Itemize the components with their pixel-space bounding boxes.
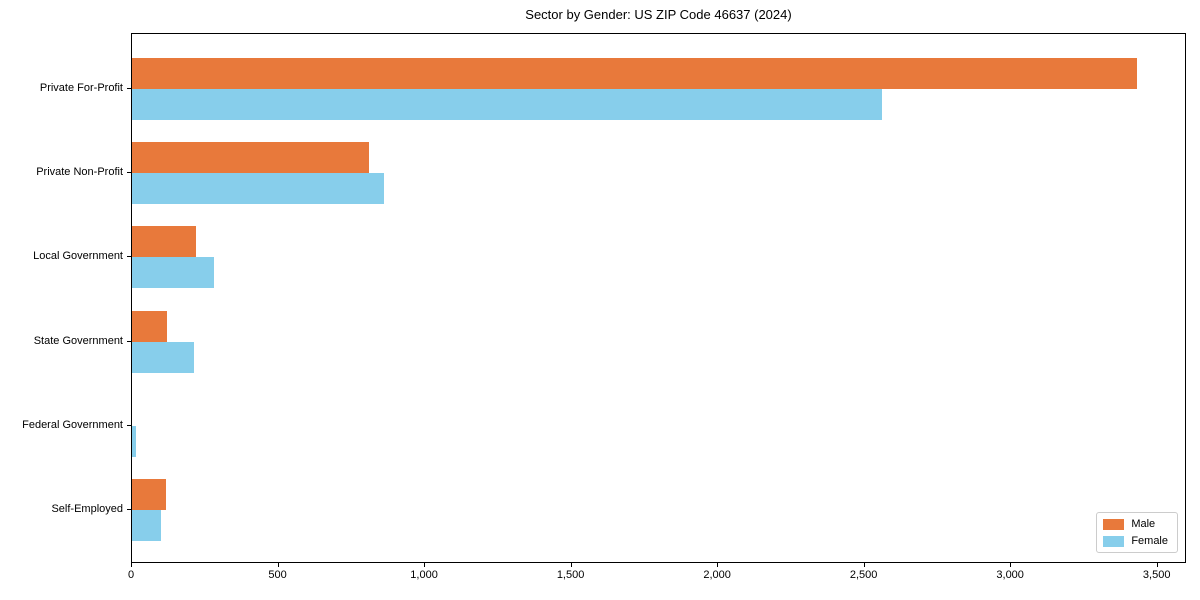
x-axis-tick-label: 3,000 <box>996 569 1024 581</box>
x-axis-tick <box>424 563 426 567</box>
x-axis-tick-label: 500 <box>268 569 287 581</box>
y-axis-category-label: Private Non-Profit <box>36 166 123 179</box>
bar-male-state-government <box>132 310 167 342</box>
x-axis-tick <box>131 563 132 567</box>
x-axis-tick-label: 1,500 <box>556 569 585 581</box>
chart-title: Sector by Gender: US ZIP Code 46637 (202… <box>525 7 792 22</box>
x-axis-tick <box>717 563 719 567</box>
legend-label: Male <box>1131 518 1156 530</box>
bar-female-private-non-profit <box>132 173 384 205</box>
y-axis-category-label: Federal Government <box>22 418 123 431</box>
y-axis-category-label: State Government <box>33 334 123 347</box>
y-axis-tick <box>127 88 131 89</box>
legend: Male Female <box>1096 512 1178 553</box>
x-axis-tick-label: 3,500 <box>1142 569 1171 581</box>
y-axis-tick <box>127 509 131 510</box>
bar-male-private-non-profit <box>132 142 369 174</box>
bar-male-local-government <box>132 226 196 258</box>
bar-female-private-for-profit <box>132 89 882 120</box>
x-axis-tick <box>1156 563 1158 567</box>
x-axis-tick <box>570 563 572 567</box>
x-axis-tick-label: 1,000 <box>410 569 438 581</box>
y-axis-tick <box>127 424 131 426</box>
legend-item-female: Female <box>1103 535 1168 547</box>
bar-male-self-employed <box>132 479 166 510</box>
x-axis-tick <box>1010 563 1012 567</box>
bar-male-private-for-profit <box>132 58 1137 89</box>
x-axis-tick-label: 0 <box>127 569 135 581</box>
bar-female-state-government <box>132 341 194 373</box>
y-axis-category-label: Private For-Profit <box>39 82 123 94</box>
x-axis-tick <box>277 563 279 567</box>
y-axis-tick <box>127 172 131 174</box>
legend-label: Female <box>1131 535 1168 547</box>
x-axis-tick-label: 2,500 <box>849 569 878 581</box>
y-axis-category-label: Self-Employed <box>51 503 123 515</box>
x-axis-tick <box>863 563 865 567</box>
legend-swatch-male <box>1103 518 1125 530</box>
legend-swatch-female <box>1103 535 1125 547</box>
legend-item-male: Male <box>1103 518 1168 530</box>
bar-female-federal-government <box>132 425 136 457</box>
bar-female-self-employed <box>132 510 161 541</box>
y-axis-category-label: Local Government <box>33 250 123 263</box>
x-axis-tick-label: 2,000 <box>703 569 731 581</box>
y-axis-tick <box>127 340 131 342</box>
bar-female-local-government <box>132 257 214 289</box>
plot-area: Male Female <box>131 33 1186 563</box>
y-axis-tick <box>127 256 131 258</box>
